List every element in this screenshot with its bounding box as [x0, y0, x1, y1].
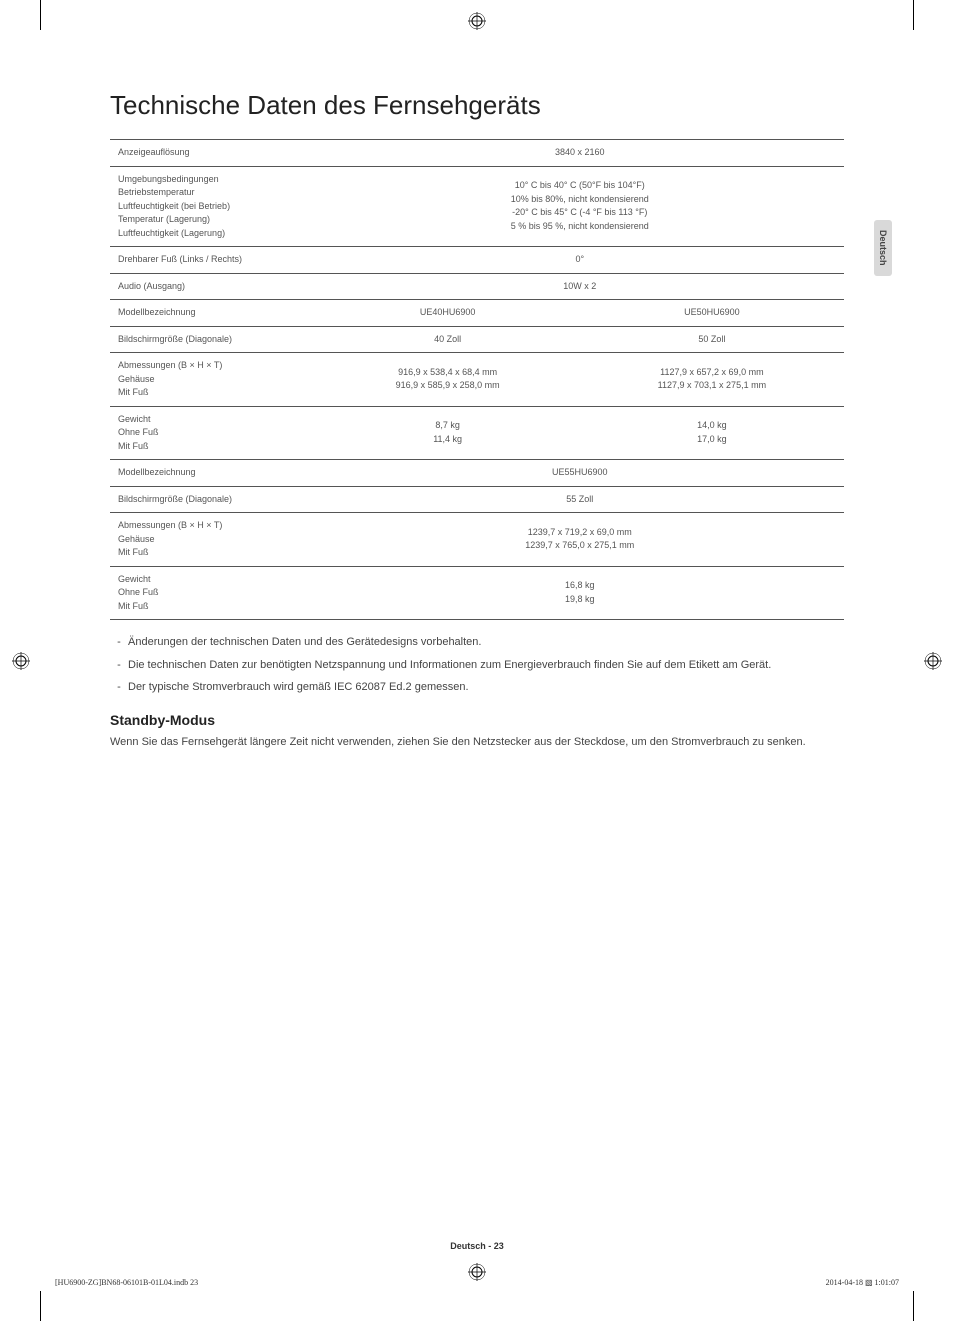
registration-mark-icon [924, 652, 942, 670]
crop-mark [40, 1291, 41, 1321]
spec-value-right: 14,0 kg17,0 kg [580, 406, 844, 460]
spec-value-right: 1127,9 x 657,2 x 69,0 mm1127,9 x 703,1 x… [580, 353, 844, 407]
footer-file-info: [HU6900-ZG]BN68-06101B-01L04.indb 23 [55, 1278, 198, 1287]
table-row: Abmessungen (B × H × T)GehäuseMit Fuß916… [110, 353, 844, 407]
table-row: Abmessungen (B × H × T)GehäuseMit Fuß123… [110, 513, 844, 567]
bullet-dash: - [110, 634, 128, 651]
crop-mark [913, 1291, 914, 1321]
spec-label: GewichtOhne FußMit Fuß [110, 406, 316, 460]
note-item: -Änderungen der technischen Daten und de… [110, 634, 844, 651]
spec-value-left: 916,9 x 538,4 x 68,4 mm916,9 x 585,9 x 2… [316, 353, 580, 407]
note-item: -Der typische Stromverbrauch wird gemäß … [110, 679, 844, 696]
registration-mark-icon [468, 1263, 486, 1281]
spec-label: Abmessungen (B × H × T)GehäuseMit Fuß [110, 513, 316, 567]
table-row: GewichtOhne FußMit Fuß8,7 kg11,4 kg14,0 … [110, 406, 844, 460]
table-row: Anzeigeauflösung3840 x 2160 [110, 140, 844, 167]
spec-label: Bildschirmgröße (Diagonale) [110, 486, 316, 513]
spec-value: 10° C bis 40° C (50°F bis 104°F)10% bis … [316, 166, 844, 247]
table-row: ModellbezeichnungUE40HU6900UE50HU6900 [110, 300, 844, 327]
standby-heading: Standby-Modus [110, 712, 844, 728]
spec-label: GewichtOhne FußMit Fuß [110, 566, 316, 620]
note-text: Der typische Stromverbrauch wird gemäß I… [128, 679, 844, 696]
table-row: Bildschirmgröße (Diagonale)55 Zoll [110, 486, 844, 513]
page-content: Deutsch Technische Daten des Fernsehgerä… [110, 90, 844, 1261]
spec-value-left: UE40HU6900 [316, 300, 580, 327]
page-title: Technische Daten des Fernsehgeräts [110, 90, 844, 121]
spec-label: Anzeigeauflösung [110, 140, 316, 167]
bullet-dash: - [110, 657, 128, 674]
registration-mark-icon [12, 652, 30, 670]
note-text: Änderungen der technischen Daten und des… [128, 634, 844, 651]
spec-label: Abmessungen (B × H × T)GehäuseMit Fuß [110, 353, 316, 407]
spec-value-left: 8,7 kg11,4 kg [316, 406, 580, 460]
spec-value: 1239,7 x 719,2 x 69,0 mm1239,7 x 765,0 x… [316, 513, 844, 567]
spec-value: 10W x 2 [316, 273, 844, 300]
spec-value-right: 50 Zoll [580, 326, 844, 353]
spec-table: Anzeigeauflösung3840 x 2160Umgebungsbedi… [110, 139, 844, 620]
note-text: Die technischen Daten zur benötigten Net… [128, 657, 844, 674]
table-row: Audio (Ausgang)10W x 2 [110, 273, 844, 300]
table-row: UmgebungsbedingungenBetriebstemperaturLu… [110, 166, 844, 247]
spec-value: 0° [316, 247, 844, 274]
note-item: -Die technischen Daten zur benötigten Ne… [110, 657, 844, 674]
standby-text: Wenn Sie das Fernsehgerät längere Zeit n… [110, 734, 844, 751]
spec-value-left: 40 Zoll [316, 326, 580, 353]
crop-mark [40, 0, 41, 30]
footer-timestamp: 2014-04-18 ▧ 1:01:07 [826, 1278, 899, 1287]
language-tab: Deutsch [874, 220, 892, 276]
spec-value: UE55HU6900 [316, 460, 844, 487]
spec-label: Audio (Ausgang) [110, 273, 316, 300]
notes-list: -Änderungen der technischen Daten und de… [110, 634, 844, 696]
spec-value: 16,8 kg19,8 kg [316, 566, 844, 620]
footer-page-number: Deutsch - 23 [0, 1241, 954, 1251]
spec-label: Bildschirmgröße (Diagonale) [110, 326, 316, 353]
bullet-dash: - [110, 679, 128, 696]
spec-label: Modellbezeichnung [110, 460, 316, 487]
table-row: GewichtOhne FußMit Fuß16,8 kg19,8 kg [110, 566, 844, 620]
spec-label: Modellbezeichnung [110, 300, 316, 327]
table-row: Drehbarer Fuß (Links / Rechts)0° [110, 247, 844, 274]
spec-label: Drehbarer Fuß (Links / Rechts) [110, 247, 316, 274]
table-row: ModellbezeichnungUE55HU6900 [110, 460, 844, 487]
spec-value: 55 Zoll [316, 486, 844, 513]
spec-value-right: UE50HU6900 [580, 300, 844, 327]
registration-mark-icon [468, 12, 486, 30]
spec-label: UmgebungsbedingungenBetriebstemperaturLu… [110, 166, 316, 247]
crop-mark [913, 0, 914, 30]
spec-value: 3840 x 2160 [316, 140, 844, 167]
table-row: Bildschirmgröße (Diagonale)40 Zoll50 Zol… [110, 326, 844, 353]
